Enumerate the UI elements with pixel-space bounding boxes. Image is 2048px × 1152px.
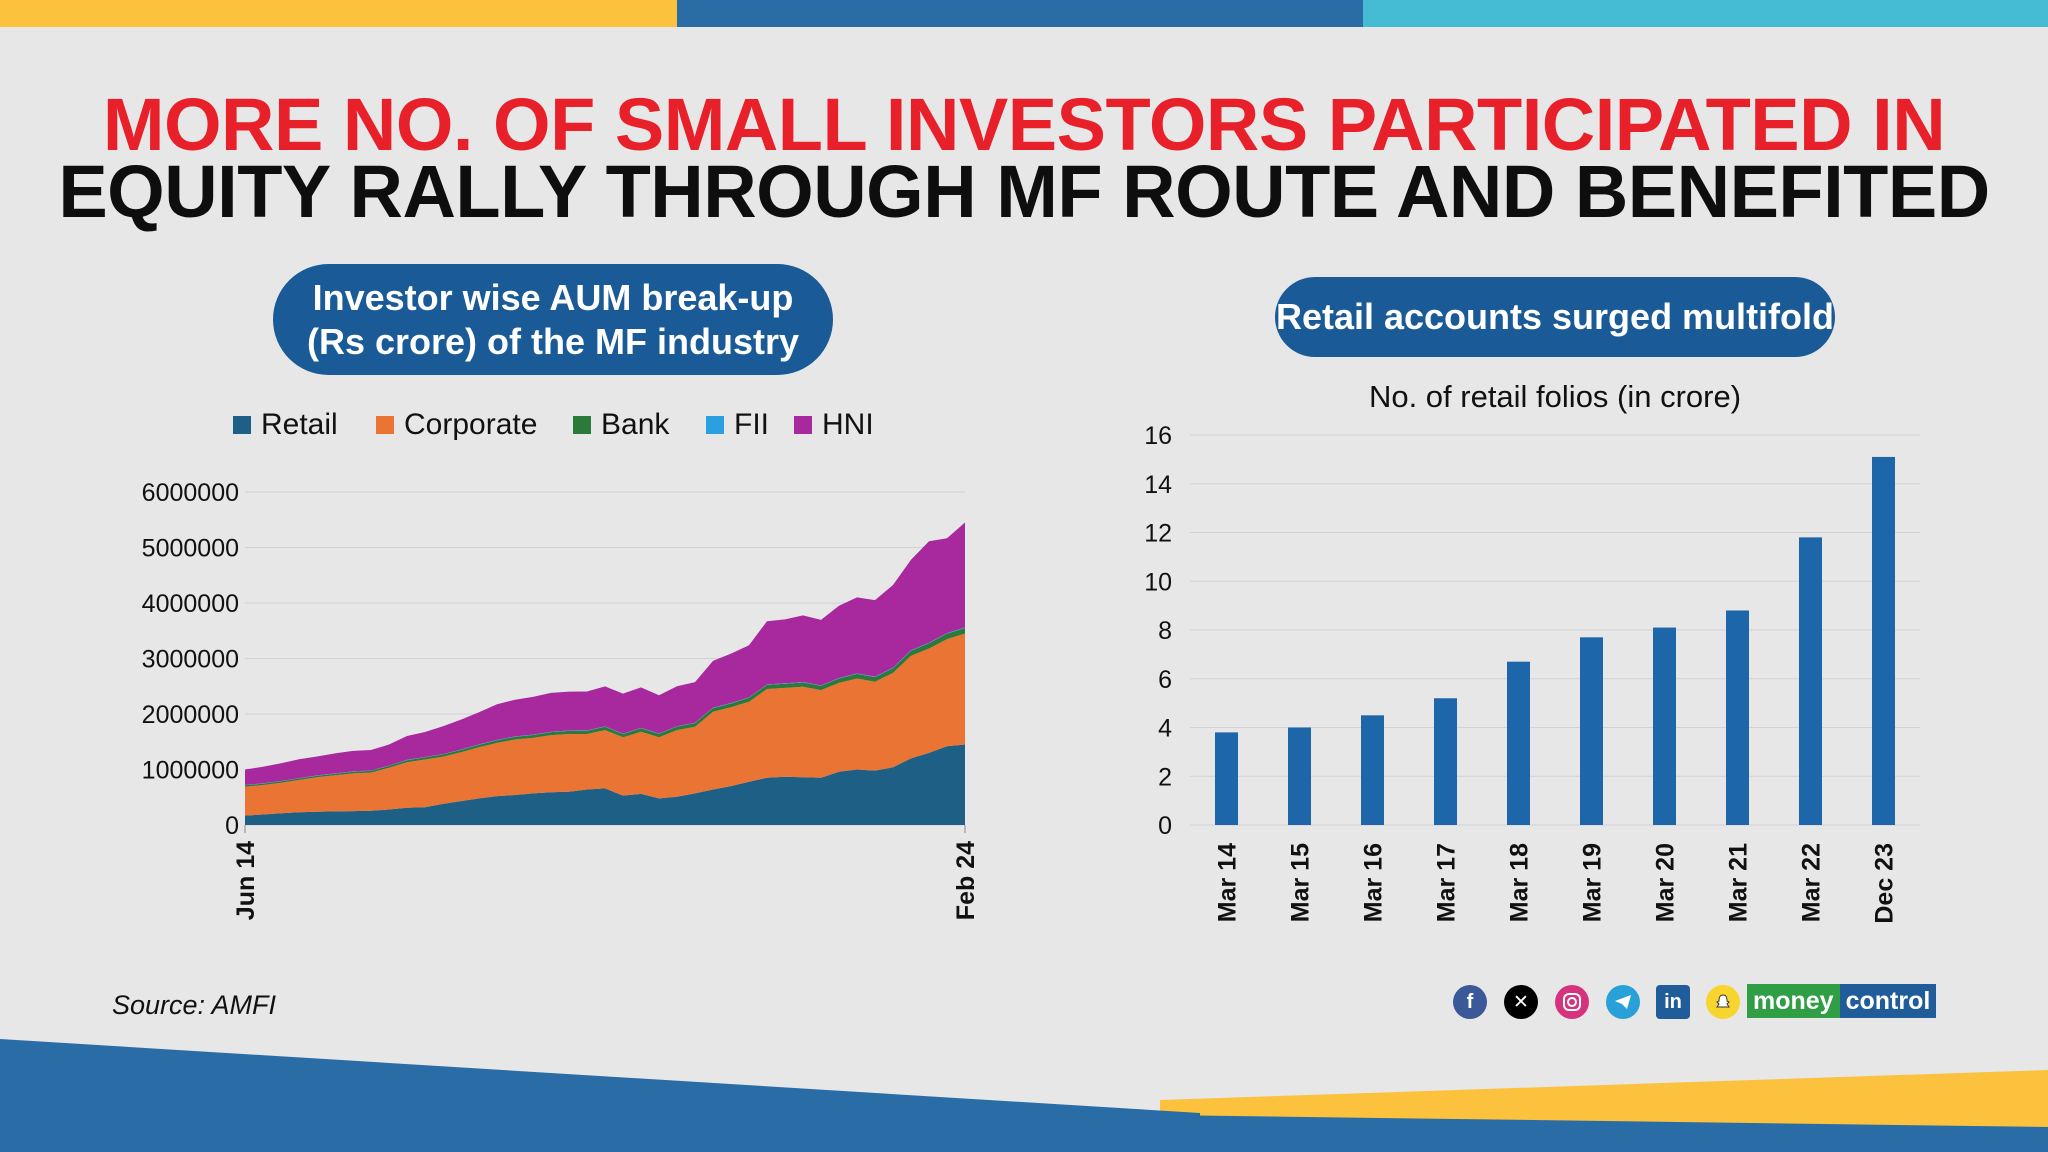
bar-y-tick-label: 12: [1144, 520, 1172, 548]
bar-x-tick-label: Mar 14: [1214, 843, 1242, 922]
bar-mar-16: [1361, 715, 1384, 825]
bar-mar-14: [1215, 732, 1238, 825]
bar-x-tick-label: Mar 18: [1506, 843, 1534, 922]
source-note: Source: AMFI: [112, 990, 277, 1020]
area-legend: Retail Corporate Bank FII HNI: [233, 408, 874, 441]
bar-mar-17: [1434, 698, 1457, 825]
top-strip-blue: [677, 0, 1363, 27]
bar-gridlines: [1190, 434, 1920, 826]
legend-label-bank: Bank: [601, 408, 670, 441]
bar-mar-22: [1799, 537, 1822, 825]
area-y-tick-label: 1000000: [142, 757, 239, 785]
legend-label-fii: FII: [734, 408, 769, 441]
instagram-icon[interactable]: [1555, 985, 1589, 1019]
bar-mar-20: [1653, 627, 1676, 825]
legend-label-hni: HNI: [822, 408, 874, 441]
left-pill-line-2: (Rs crore) of the MF industry: [306, 320, 800, 362]
telegram-icon[interactable]: [1606, 985, 1640, 1019]
bar-x-tick-label: Mar 16: [1360, 843, 1388, 922]
facebook-icon[interactable]: f: [1453, 985, 1487, 1019]
bar-y-tick-label: 6: [1158, 666, 1172, 694]
area-x-tick-label: Feb 24: [952, 841, 980, 920]
legend-swatch-fii: [706, 416, 724, 434]
bar-x-tick-label: Mar 21: [1725, 843, 1753, 922]
area-y-tick-label: 5000000: [142, 535, 239, 563]
bar-mar-19: [1580, 637, 1603, 825]
area-layer-retail: [245, 744, 965, 825]
area-y-tick-label: 6000000: [142, 479, 239, 507]
area-x-tick-labels: Jun 14 Feb 24: [232, 825, 980, 920]
bar-y-tick-label: 8: [1158, 617, 1172, 645]
area-layer-corporate: [245, 633, 965, 816]
legend-label-retail: Retail: [261, 408, 338, 441]
right-pill-text: Retail accounts surged multifold: [1275, 296, 1835, 338]
brand-part-2: control: [1839, 984, 1937, 1018]
area-layer-hni: [245, 522, 965, 785]
bar-y-tick-labels: 0 2 4 6 8 10 12 14 16: [1144, 422, 1172, 840]
bar-x-tick-label: Mar 17: [1433, 843, 1461, 922]
bar-mar-21: [1726, 610, 1749, 825]
snapchat-icon[interactable]: [1706, 985, 1740, 1019]
bar-x-tick-label: Mar 15: [1287, 843, 1315, 922]
bar-mar-18: [1507, 661, 1530, 825]
bar-y-tick-label: 14: [1144, 471, 1172, 499]
brand-part-1: money: [1747, 984, 1840, 1018]
area-y-tick-label: 2000000: [142, 701, 239, 729]
legend-swatch-corporate: [376, 416, 394, 434]
moneycontrol-logo[interactable]: money control: [1747, 984, 1937, 1018]
bar-chart-title: No. of retail folios (in crore): [1369, 379, 1741, 414]
bar-x-tick-label: Mar 19: [1579, 843, 1607, 922]
area-y-tick-label: 3000000: [142, 646, 239, 674]
bar-mar-15: [1288, 727, 1311, 825]
bar-marks: [1215, 456, 1895, 825]
bar-y-tick-label: 10: [1144, 568, 1172, 596]
linkedin-icon[interactable]: in: [1656, 985, 1690, 1019]
legend-swatch-bank: [573, 416, 591, 434]
folios-bar-chart: No. of retail folios (in crore) 0 2 4 6 8 10 1…: [1144, 379, 1920, 924]
bar-x-tick-label: Dec 23: [1871, 843, 1899, 924]
legend-swatch-retail: [233, 416, 251, 434]
bar-y-tick-label: 4: [1158, 715, 1172, 743]
area-y-tick-label: 0: [225, 812, 239, 840]
area-layers: [245, 522, 965, 825]
bar-y-tick-label: 16: [1144, 422, 1172, 450]
bar-x-tick-labels: Mar 14 Mar 15 Mar 16 Mar 17 Mar 18 Mar 19 Mar …: [1214, 843, 1899, 924]
top-strip-teal: [1363, 0, 2048, 27]
bar-x-tick-label: Mar 22: [1798, 843, 1826, 922]
right-chart-pill: Retail accounts surged multifold: [1275, 277, 1835, 357]
area-y-tick-labels: 0 1000000 2000000 3000000 4000000 5000000 6000…: [142, 479, 239, 840]
bar-y-tick-label: 2: [1158, 763, 1172, 791]
x-icon[interactable]: ✕: [1504, 985, 1538, 1019]
aum-area-chart: Retail Corporate Bank FII HNI 0 1000000 200000…: [142, 408, 980, 920]
bar-x-tick-label: Mar 20: [1652, 843, 1680, 922]
legend-swatch-hni: [794, 416, 812, 434]
area-x-tick-label: Jun 14: [232, 841, 260, 920]
bar-y-tick-label: 0: [1158, 812, 1172, 840]
area-y-tick-label: 4000000: [142, 590, 239, 618]
headline-line-1: MORE NO. OF SMALL INVESTORS PARTICIPATED…: [102, 83, 1946, 166]
left-pill-line-1: Investor wise AUM break-up: [312, 277, 794, 319]
left-chart-pill: Investor wise AUM break-up (Rs crore) of…: [273, 264, 833, 375]
legend-label-corporate: Corporate: [404, 408, 537, 441]
headline-line-2: EQUITY RALLY THROUGH MF ROUTE AND BENEFI…: [58, 150, 1990, 233]
bar-dec-23: [1872, 456, 1895, 825]
top-strip-yellow: [0, 0, 677, 27]
bottom-decoration: [0, 1039, 2048, 1152]
